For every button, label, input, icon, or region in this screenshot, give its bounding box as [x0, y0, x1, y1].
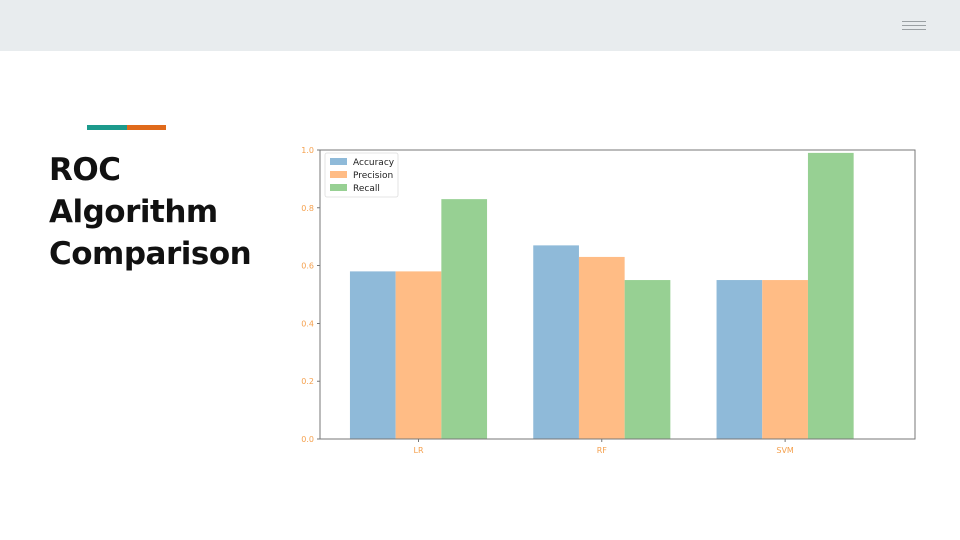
slide-title: ROC Algorithm Comparison	[49, 149, 279, 275]
y-tick-label: 1.0	[301, 146, 314, 155]
bar-rf-accuracy	[533, 245, 579, 439]
legend-swatch-precision	[330, 171, 347, 178]
bar-svm-accuracy	[716, 280, 763, 439]
top-bar	[0, 0, 960, 51]
legend-label-precision: Precision	[353, 171, 393, 181]
legend-swatch-accuracy	[330, 158, 347, 165]
accent-segment-teal	[87, 125, 127, 130]
x-tick-label: RF	[597, 446, 608, 455]
bar-chart: LR RF SVM 0.0 0.2 0.4 0.6 0.8 1.0 Accuracy Precisi…	[301, 146, 916, 455]
y-tick-label: 0.2	[301, 377, 314, 386]
bar-svm-recall	[807, 152, 854, 439]
legend-label-accuracy: Accuracy	[353, 158, 395, 168]
hamburger-icon[interactable]	[902, 21, 926, 31]
title-line-2: Algorithm	[49, 194, 218, 230]
legend-swatch-recall	[330, 184, 347, 191]
title-line-3: Comparison	[49, 236, 252, 272]
x-tick-label: LR	[413, 446, 423, 455]
y-tick-label: 0.8	[301, 204, 314, 213]
bar-lr-precision	[395, 271, 442, 439]
x-tick-label: SVM	[776, 446, 794, 455]
legend: Accuracy Precision Recall	[324, 152, 399, 198]
accent-segment-orange	[127, 125, 166, 130]
bar-lr-accuracy	[349, 271, 396, 439]
y-tick-label: 0.4	[301, 319, 314, 328]
bar-rf-recall	[624, 280, 671, 439]
plot-frame	[319, 149, 916, 440]
y-tick-label: 0.0	[301, 435, 314, 444]
legend-label-recall: Recall	[353, 184, 380, 194]
title-line-1: ROC	[49, 152, 121, 188]
bar-svm-precision	[762, 280, 808, 439]
y-tick-label: 0.6	[301, 262, 314, 271]
bar-rf-precision	[578, 256, 625, 439]
title-accent-line	[87, 125, 166, 130]
bar-lr-recall	[441, 199, 488, 439]
